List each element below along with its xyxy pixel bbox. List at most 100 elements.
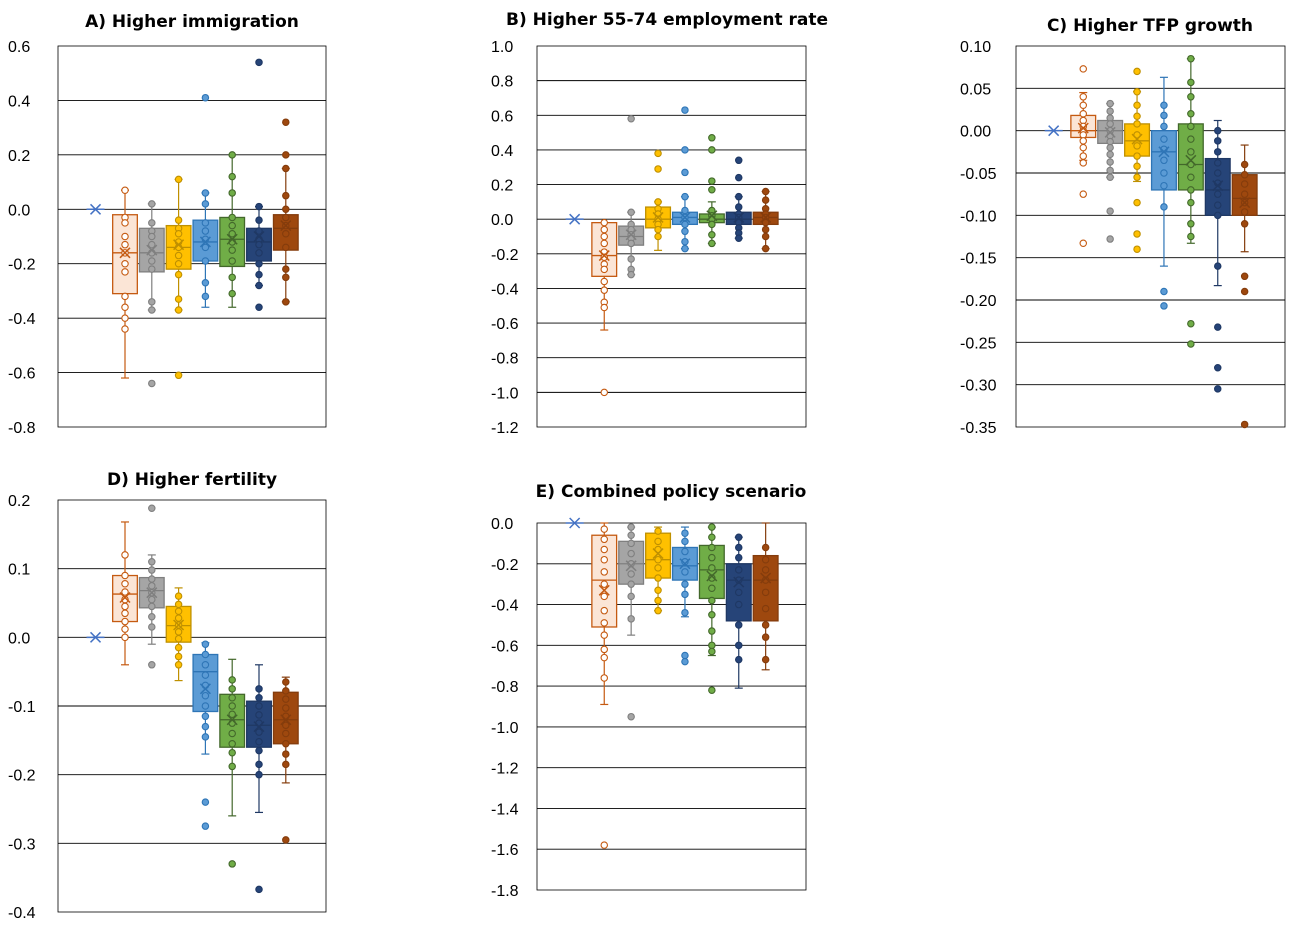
data-point — [282, 687, 290, 695]
chart-title: A) Higher immigration — [85, 12, 299, 32]
data-point — [1160, 111, 1168, 120]
data-point — [1240, 208, 1249, 216]
plot-area — [536, 522, 807, 891]
y-tick-label: -0.15 — [960, 251, 997, 268]
data-point — [627, 255, 635, 263]
data-point — [228, 702, 236, 710]
data-point — [600, 606, 608, 615]
data-point — [148, 566, 156, 574]
y-tick-label: 0.0 — [8, 630, 30, 647]
data-point — [681, 206, 689, 215]
data-point — [201, 189, 210, 197]
data-point — [228, 257, 236, 265]
mean-marker — [253, 721, 265, 733]
data-point — [174, 652, 183, 661]
data-point — [282, 213, 290, 222]
data-point — [761, 566, 770, 574]
data-point — [255, 303, 263, 312]
data-point — [1079, 109, 1088, 118]
data-point — [148, 558, 156, 566]
y-tick-label: -1.0 — [491, 720, 519, 737]
y-tick-label: -0.8 — [491, 351, 519, 368]
data-point — [734, 234, 743, 242]
data-point — [282, 695, 290, 703]
chart-panel-0: A) Higher immigration 0.6 0.4 0.2 0.0 -0.2 -0.… — [8, 12, 327, 437]
y-tick-label: -0.35 — [960, 420, 997, 437]
data-point — [1079, 137, 1088, 145]
data-point — [734, 192, 743, 201]
box-series-6 — [1204, 119, 1231, 393]
data-point — [121, 292, 129, 301]
mean-marker — [1239, 197, 1251, 209]
data-point — [255, 770, 263, 779]
data-point — [255, 685, 263, 693]
data-point — [228, 762, 236, 771]
data-point — [1214, 159, 1222, 167]
data-point — [1133, 152, 1141, 160]
data-point — [600, 653, 608, 662]
data-point — [1214, 190, 1222, 198]
data-point — [708, 523, 716, 531]
chart-panel-1: B) Higher 55-74 employment rate 1.0 0.8 0.6… — [491, 10, 828, 437]
box-series-6 — [725, 533, 752, 689]
box-series-4 — [671, 106, 698, 253]
mean-marker — [199, 683, 211, 695]
data-point — [121, 602, 129, 611]
data-point — [600, 592, 608, 601]
data-point — [654, 596, 662, 605]
y-tick-label: -0.30 — [960, 378, 997, 395]
baseline-marker — [86, 631, 105, 643]
data-point — [1214, 148, 1222, 156]
mean-marker — [679, 558, 691, 570]
data-point — [1079, 239, 1088, 248]
data-point — [681, 657, 689, 666]
mean-marker — [1158, 146, 1170, 158]
data-point — [1240, 180, 1249, 188]
y-tick-label: -0.4 — [8, 311, 36, 328]
data-point — [600, 239, 608, 248]
data-point — [1214, 137, 1222, 145]
y-tick-label: -1.2 — [491, 761, 519, 778]
data-point — [1214, 262, 1222, 270]
data-point — [148, 582, 156, 590]
data-point — [282, 164, 290, 173]
data-point — [148, 298, 156, 306]
data-point — [228, 289, 236, 298]
data-point — [148, 612, 156, 621]
y-tick-label: -0.8 — [491, 679, 519, 696]
y-tick-label: -0.10 — [960, 208, 997, 225]
data-point — [255, 702, 263, 710]
data-point — [1133, 173, 1141, 181]
y-tick-label: 0.0 — [8, 202, 30, 219]
data-point — [201, 227, 210, 235]
y-tick-label: 0.2 — [491, 178, 513, 195]
data-point — [174, 643, 183, 652]
data-point — [201, 733, 210, 741]
data-point — [1133, 245, 1141, 253]
box-series-3 — [165, 175, 192, 380]
data-point — [1187, 198, 1195, 207]
box-series-1 — [112, 186, 138, 379]
mean-marker — [652, 548, 664, 560]
mean-marker — [119, 591, 131, 604]
data-point — [228, 230, 236, 238]
data-point — [255, 216, 263, 224]
mean-marker — [280, 220, 292, 232]
data-point — [282, 740, 290, 748]
data-point — [761, 655, 770, 664]
data-point — [600, 277, 608, 286]
data-point — [174, 270, 183, 279]
data-point — [121, 617, 129, 626]
data-point — [681, 192, 689, 201]
data-point — [1106, 150, 1114, 159]
data-point — [1079, 65, 1088, 73]
data-point — [282, 750, 290, 758]
box-series-7 — [752, 522, 779, 671]
data-point — [282, 243, 290, 252]
y-tick-label: -1.4 — [491, 801, 519, 818]
data-point — [255, 58, 263, 67]
data-point — [1240, 287, 1249, 296]
data-point — [1133, 87, 1141, 96]
data-point — [148, 232, 156, 241]
data-point — [654, 149, 662, 158]
